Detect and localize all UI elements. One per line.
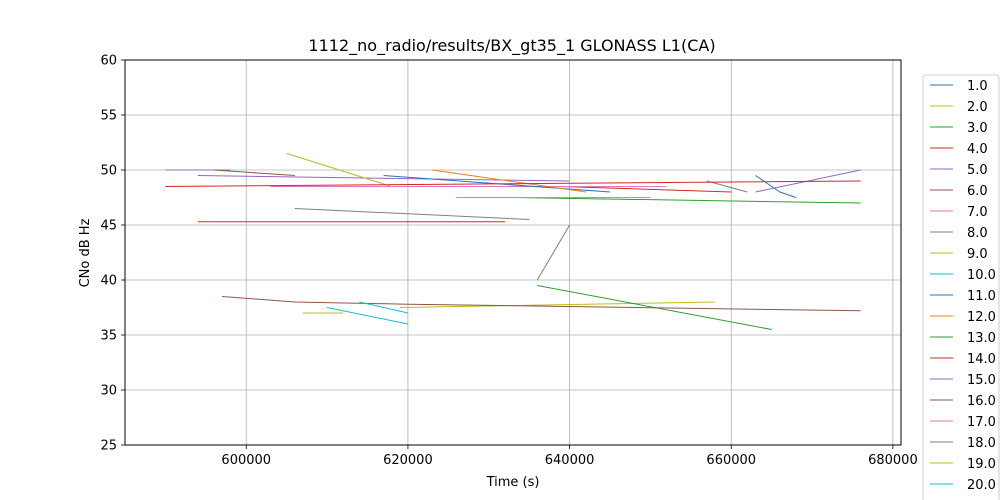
legend-label: 8.0	[967, 226, 988, 241]
series-line	[359, 301, 409, 314]
x-tick-label: 680000	[868, 453, 918, 468]
legend-label: 18.0	[967, 436, 996, 451]
legend-label: 10.0	[967, 268, 996, 283]
series-line	[399, 301, 716, 308]
series-line	[165, 180, 861, 187]
x-axis: 600000 620000 640000 660000 680000	[221, 445, 918, 468]
legend-label: 13.0	[967, 331, 996, 346]
x-tick-label: 620000	[383, 453, 433, 468]
legend: 1.0 2.0 3.0 4.0 5.0 6.0 7.0 8.0 9.0 10.0 11.0 12.0 1…	[922, 74, 1000, 500]
y-tick-label: 35	[100, 329, 117, 344]
plot-frame	[124, 59, 902, 446]
y-tick-label: 30	[100, 384, 117, 399]
legend-label: 4.0	[967, 142, 988, 157]
x-tick-label: 640000	[545, 453, 595, 468]
y-tick-label: 45	[100, 219, 117, 234]
y-tick-label: 25	[100, 439, 117, 454]
series-line	[755, 175, 797, 198]
series-line	[536, 224, 571, 281]
legend-label: 3.0	[967, 121, 988, 136]
y-tick-label: 50	[100, 164, 117, 179]
legend-label: 19.0	[967, 457, 996, 472]
series-line	[213, 169, 295, 176]
x-axis-label: Time (s)	[486, 475, 540, 490]
series-line	[197, 175, 570, 182]
legend-label: 6.0	[967, 184, 988, 199]
y-tick-label: 40	[100, 274, 117, 289]
legend-label: 11.0	[967, 289, 996, 304]
legend-label: 17.0	[967, 415, 996, 430]
series-group	[165, 153, 861, 330]
plot-area	[165, 153, 861, 330]
x-tick-label: 660000	[706, 453, 756, 468]
y-axis: 25 30 35 40 45 50 55 60	[100, 54, 125, 454]
series-line	[706, 180, 748, 193]
x-tick-label: 600000	[221, 453, 271, 468]
legend-label: 7.0	[967, 205, 988, 220]
series-line	[561, 186, 732, 193]
legend-box	[922, 74, 1000, 500]
series-line	[432, 169, 586, 193]
legend-label: 9.0	[967, 247, 988, 262]
legend-label: 5.0	[967, 163, 988, 178]
grid	[125, 59, 901, 446]
y-tick-label: 55	[100, 109, 117, 124]
chart-title: 1112_no_radio/results/BX_gt35_1 GLONASS …	[308, 36, 715, 56]
legend-label: 12.0	[967, 310, 996, 325]
legend-label: 2.0	[967, 100, 988, 115]
series-line	[221, 296, 861, 312]
series-line	[294, 208, 530, 220]
legend-label: 20.0	[967, 478, 996, 493]
y-tick-label: 60	[100, 54, 117, 69]
series-line	[326, 307, 409, 325]
legend-label: 15.0	[967, 373, 996, 388]
series-line	[512, 197, 861, 204]
legend-label: 14.0	[967, 352, 996, 367]
y-axis-label: CNo dB Hz	[78, 218, 93, 287]
legend-label: 1.0	[967, 79, 988, 94]
legend-label: 16.0	[967, 394, 996, 409]
series-line	[286, 153, 392, 187]
